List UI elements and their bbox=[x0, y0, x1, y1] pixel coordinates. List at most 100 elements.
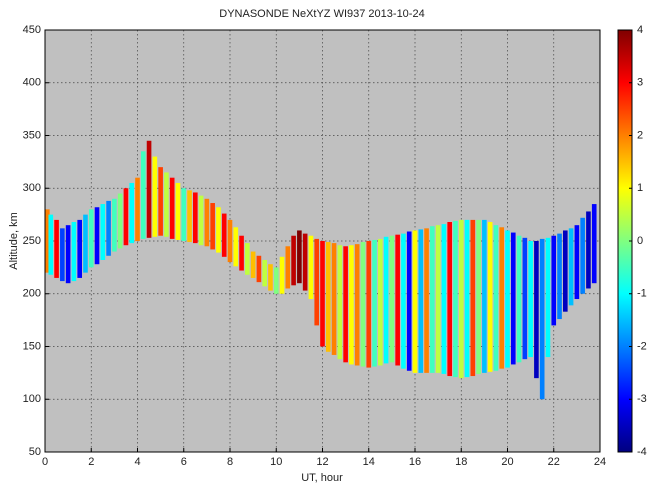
streak bbox=[366, 241, 372, 368]
streak bbox=[331, 243, 337, 355]
streak bbox=[65, 225, 71, 284]
streak bbox=[458, 219, 464, 379]
chart-title: DYNASONDE NeXtYZ WI937 2013-10-24 bbox=[219, 8, 424, 20]
streak bbox=[372, 239, 377, 367]
colorbar-tick-label: 4 bbox=[637, 24, 643, 36]
streak bbox=[453, 220, 458, 378]
streak bbox=[83, 214, 88, 273]
y-tick-label: 300 bbox=[23, 182, 41, 194]
streak bbox=[574, 225, 580, 300]
streak bbox=[418, 229, 424, 373]
streak bbox=[256, 255, 262, 283]
streak bbox=[435, 225, 441, 373]
colorbar-tick-label: -1 bbox=[637, 288, 647, 300]
streak bbox=[88, 209, 94, 268]
streak bbox=[302, 233, 308, 291]
streak bbox=[227, 219, 233, 263]
streak bbox=[499, 227, 505, 369]
streak bbox=[140, 151, 146, 239]
x-tick-label: 20 bbox=[501, 456, 513, 468]
streak bbox=[175, 182, 181, 240]
streak bbox=[169, 177, 175, 239]
streak bbox=[505, 230, 510, 368]
streak bbox=[221, 213, 227, 257]
streak bbox=[152, 156, 158, 237]
streak bbox=[493, 225, 499, 371]
streak bbox=[557, 233, 562, 320]
streak bbox=[129, 182, 135, 244]
streak bbox=[430, 226, 435, 373]
streak bbox=[233, 227, 239, 267]
streak bbox=[239, 235, 244, 271]
streak bbox=[54, 219, 59, 278]
streak bbox=[395, 234, 400, 366]
streak bbox=[424, 228, 429, 373]
y-tick-label: 150 bbox=[23, 340, 41, 352]
streak bbox=[106, 200, 111, 256]
streak bbox=[580, 217, 585, 294]
y-tick-label: 350 bbox=[23, 129, 41, 141]
streak bbox=[193, 192, 198, 244]
streak bbox=[378, 238, 383, 366]
streak bbox=[71, 222, 77, 282]
x-tick-label: 12 bbox=[316, 456, 328, 468]
streak bbox=[389, 235, 395, 363]
x-tick-label: 18 bbox=[455, 456, 467, 468]
streak bbox=[117, 193, 123, 249]
streak bbox=[516, 235, 522, 363]
streak bbox=[268, 264, 273, 291]
streak bbox=[100, 204, 106, 260]
streak bbox=[245, 243, 250, 275]
streak bbox=[123, 188, 129, 246]
streak bbox=[112, 198, 117, 252]
x-tick-label: 0 bbox=[42, 456, 48, 468]
x-tick-label: 16 bbox=[409, 456, 421, 468]
x-tick-label: 4 bbox=[134, 456, 140, 468]
streak bbox=[146, 140, 152, 238]
streak bbox=[470, 219, 476, 377]
streak bbox=[383, 236, 389, 364]
streak bbox=[354, 244, 360, 366]
streak bbox=[314, 238, 320, 326]
streak bbox=[158, 167, 163, 236]
streak bbox=[325, 242, 331, 352]
streak bbox=[181, 188, 187, 241]
x-tick-label: 8 bbox=[227, 456, 233, 468]
x-tick-label: 10 bbox=[270, 456, 282, 468]
y-tick-label: 200 bbox=[23, 288, 41, 300]
colorbar-tick-label: 2 bbox=[637, 129, 643, 141]
plot-frame bbox=[44, 29, 601, 453]
streak bbox=[487, 222, 493, 372]
y-tick-label: 100 bbox=[23, 393, 41, 405]
streak bbox=[591, 204, 597, 284]
streak bbox=[262, 259, 267, 287]
x-tick-label: 14 bbox=[363, 456, 375, 468]
streak bbox=[291, 235, 296, 286]
streak bbox=[250, 251, 256, 278]
streak bbox=[45, 209, 50, 273]
streak bbox=[563, 230, 568, 312]
colorbar-tick-label: 3 bbox=[637, 77, 643, 89]
y-tick-label: 50 bbox=[29, 446, 41, 458]
streak bbox=[401, 233, 406, 369]
y-tick-label: 400 bbox=[23, 77, 41, 89]
streak bbox=[204, 198, 210, 247]
streak bbox=[135, 177, 140, 241]
streak bbox=[210, 203, 215, 250]
streak bbox=[528, 241, 533, 358]
streak bbox=[551, 235, 557, 326]
colorbar-tick-label: 1 bbox=[637, 182, 643, 194]
streak bbox=[77, 219, 82, 278]
streak bbox=[482, 219, 487, 373]
x-tick-label: 2 bbox=[88, 456, 94, 468]
streak bbox=[406, 231, 412, 371]
streak bbox=[337, 245, 343, 360]
streak bbox=[349, 245, 354, 365]
streak bbox=[48, 214, 54, 275]
streak bbox=[476, 219, 481, 374]
streak bbox=[534, 241, 539, 379]
streak bbox=[464, 219, 470, 378]
streak bbox=[441, 224, 447, 374]
streak bbox=[522, 237, 528, 360]
